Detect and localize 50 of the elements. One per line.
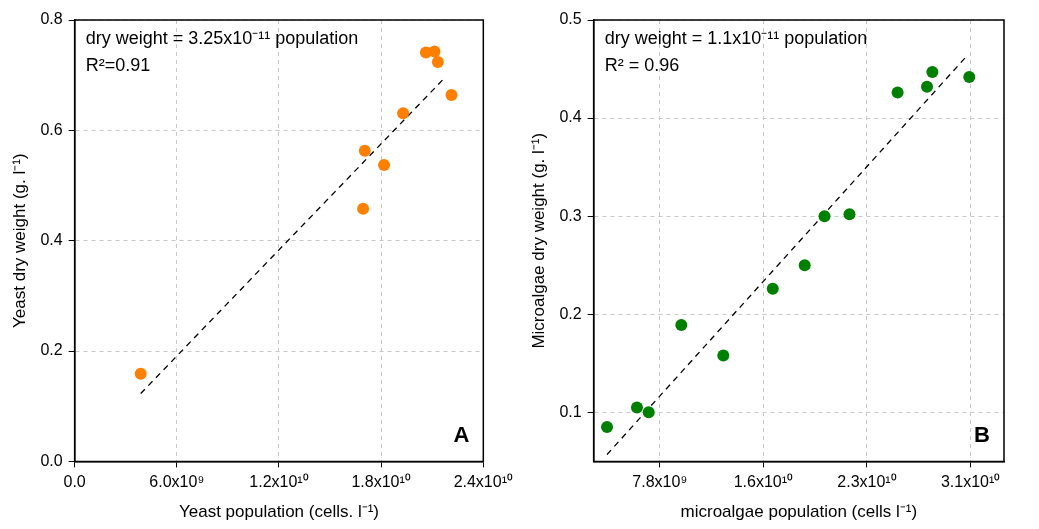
point — [642, 406, 655, 419]
point — [357, 202, 370, 215]
x-tick-label: 1.6x10¹⁰ — [733, 473, 794, 491]
y-tick-label: 0.5 — [559, 10, 582, 28]
x-tick-label: 2.3x10¹⁰ — [837, 473, 897, 491]
annotation: A — [453, 422, 470, 448]
point — [428, 45, 441, 58]
point — [717, 349, 730, 362]
point — [397, 107, 410, 120]
annotation: dry weight = 3.25x10⁻¹¹ population — [85, 27, 359, 48]
point — [818, 210, 831, 223]
y-tick-label: 0.2 — [559, 304, 582, 322]
x-tick-label: 0.0 — [63, 473, 86, 491]
point — [963, 70, 976, 83]
point — [358, 144, 371, 157]
point — [601, 421, 614, 434]
x-tick-label: 7.8x10⁹ — [632, 473, 688, 491]
x-tick-label: 2.4x10¹⁰ — [453, 473, 513, 491]
point — [798, 259, 811, 272]
point — [921, 80, 934, 93]
x-axis-title: Yeast population (cells. l⁻¹) — [178, 502, 379, 522]
annotation: dry weight = 1.1x10⁻¹¹ population — [604, 27, 868, 48]
y-tick-label: 0.4 — [40, 231, 63, 249]
point — [630, 401, 643, 414]
point — [843, 208, 856, 221]
point — [891, 86, 904, 99]
x-axis-title: microalgae population (cells l⁻¹) — [680, 502, 918, 522]
point — [926, 65, 939, 78]
y-tick-label: 0.0 — [40, 451, 63, 469]
point — [134, 367, 147, 380]
y-axis-title: Microalgae dry weight (g. l⁻¹) — [528, 132, 548, 349]
x-tick-label: 3.1x10¹⁰ — [940, 473, 1001, 491]
y-tick-label: 0.1 — [559, 402, 582, 420]
point — [445, 89, 458, 102]
y-tick-label: 0.6 — [40, 120, 63, 138]
point — [766, 282, 779, 295]
point — [675, 319, 688, 332]
y-tick-label: 0.3 — [559, 206, 582, 224]
point — [378, 159, 391, 172]
y-axis-title: Yeast dry weight (g. l⁻¹) — [9, 153, 29, 328]
x-tick-label: 6.0x10⁹ — [149, 473, 205, 491]
x-tick-label: 1.2x10¹⁰ — [249, 473, 309, 491]
annotation: R²=0.91 — [85, 54, 151, 75]
y-tick-label: 0.2 — [40, 341, 63, 359]
annotation: R² = 0.96 — [604, 54, 680, 75]
point — [431, 55, 444, 68]
y-tick-label: 0.4 — [559, 108, 582, 126]
annotation: B — [974, 422, 990, 448]
x-tick-label: 1.8x10¹⁰ — [351, 473, 411, 491]
y-tick-label: 0.8 — [40, 10, 63, 28]
